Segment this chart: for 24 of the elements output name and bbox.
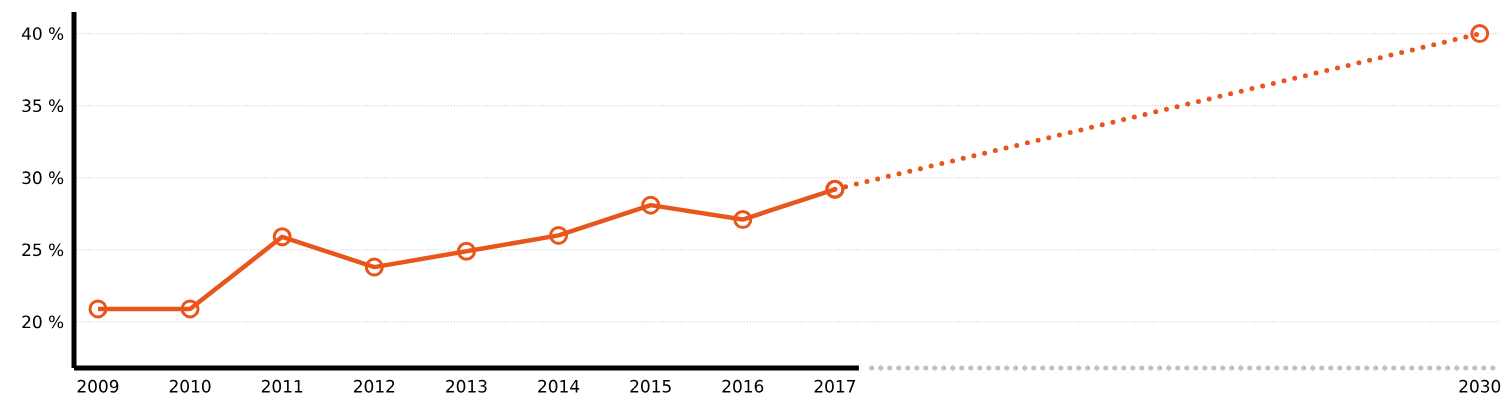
x-tick-label: 2011 [261,379,303,393]
point [549,225,569,245]
y-tick-label: 25 % [22,243,64,257]
y-tick-label: 35 % [22,99,64,113]
x-tick-label: 2013 [446,379,487,393]
y-tick-label: 40 % [21,27,64,41]
point [1470,24,1490,44]
point [364,257,384,277]
x-tick-label: 2014 [538,379,580,393]
point [272,227,292,247]
y-tick-label: 30 % [22,171,64,185]
x-tick-label: 2010 [169,379,211,393]
y-tick-label: 20 % [22,315,64,329]
x-tick-label: 2016 [722,379,764,393]
point [88,299,108,319]
point [456,241,476,261]
point [733,210,753,230]
x-tick-label: 2030 [1459,379,1501,393]
x-tick-label: 2017 [814,379,856,393]
point [180,299,200,319]
x-tick-label: 2012 [354,379,395,393]
point [641,195,661,215]
x-tick-label: 2009 [77,379,119,393]
x-tick-label: 2015 [630,379,671,393]
